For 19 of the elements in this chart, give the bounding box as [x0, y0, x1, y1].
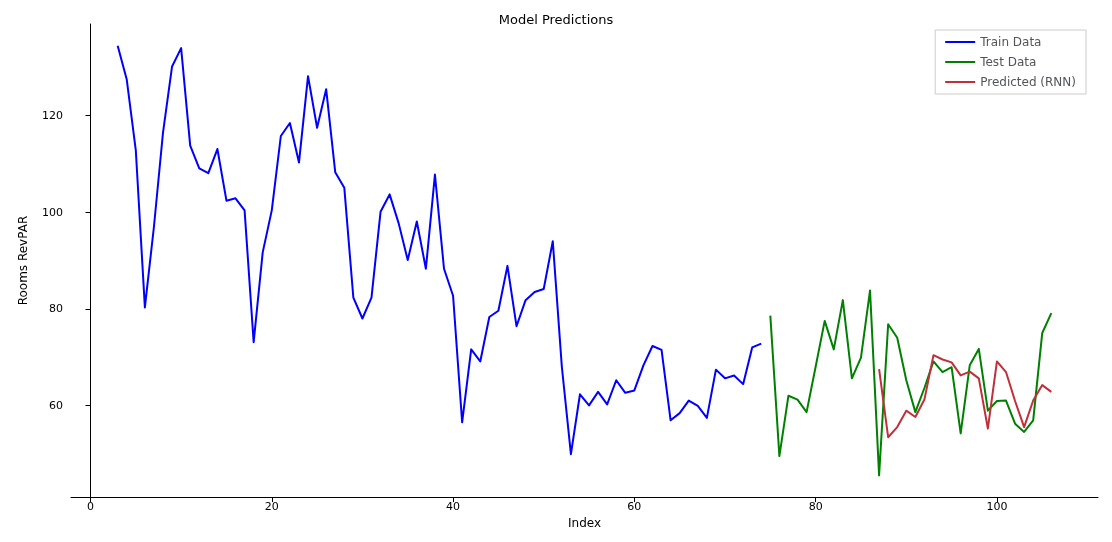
y-tick-label: 100 — [42, 205, 63, 219]
x-tick-label: 40 — [446, 500, 461, 514]
line-series — [878, 354, 1053, 439]
line-series — [769, 289, 1053, 477]
x-tick-label: 0 — [86, 500, 94, 514]
x-tick-label: 80 — [808, 500, 823, 514]
legend-label: Test Data — [979, 55, 1037, 69]
y-axis-title: Rooms RevPAR — [16, 215, 30, 306]
y-tick-label: 80 — [49, 302, 63, 316]
legend-label: Train Data — [979, 35, 1042, 49]
legend-label: Predicted (RNN) — [980, 75, 1077, 89]
chart-title: Model Predictions — [498, 12, 614, 27]
y-tick-label: 60 — [49, 398, 63, 412]
x-tick-label: 100 — [986, 500, 1008, 514]
x-axis-title: Index — [567, 516, 602, 530]
x-tick-label: 20 — [264, 500, 279, 514]
x-tick-label: 60 — [627, 500, 642, 514]
line-series — [116, 44, 763, 456]
y-tick-label: 120 — [42, 109, 63, 123]
